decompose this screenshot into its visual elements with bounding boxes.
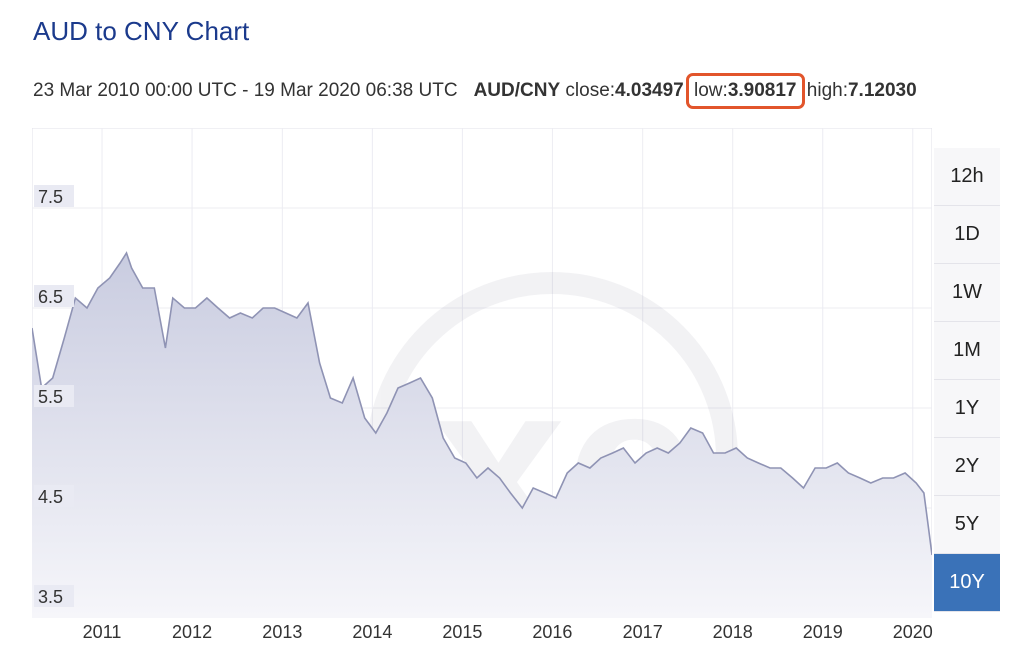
x-tick-label: 2019 (802, 622, 843, 642)
range-button-2y[interactable]: 2Y (934, 438, 1000, 496)
date-range: 23 Mar 2010 00:00 UTC - 19 Mar 2020 06:3… (33, 80, 458, 101)
x-tick-label: 2014 (352, 622, 393, 642)
rate-summary: 23 Mar 2010 00:00 UTC - 19 Mar 2020 06:3… (33, 73, 917, 109)
range-button-5y[interactable]: 5Y (934, 496, 1000, 554)
high-label: high: (806, 80, 848, 101)
y-tick-label: 6.5 (38, 287, 63, 307)
y-axis-ticks: 3.5 4.5 5.5 6.5 7.5 (34, 185, 74, 607)
range-button-1m[interactable]: 1M (934, 322, 1000, 380)
range-button-1w[interactable]: 1W (934, 264, 1000, 322)
close-label: close: (565, 80, 616, 101)
y-tick-label: 3.5 (38, 587, 63, 607)
low-label: low: (694, 80, 728, 101)
y-tick-background (34, 185, 74, 207)
x-tick-label: 2012 (172, 622, 213, 642)
low-highlight-box: low:3.90817 (686, 73, 805, 109)
currency-pair: AUD/CNY (473, 80, 561, 101)
x-tick-label: 2018 (712, 622, 753, 642)
y-tick-background (34, 285, 74, 307)
x-tick-label: 2015 (442, 622, 483, 642)
y-tick-background (34, 485, 74, 507)
close-value: 4.03497 (615, 80, 684, 101)
range-button-1y[interactable]: 1Y (934, 380, 1000, 438)
y-tick-background (34, 385, 74, 407)
rate-chart: xe 3.54.55.56.57.5 (31, 127, 933, 644)
rate-line (31, 251, 933, 556)
x-tick-label: 2013 (262, 622, 303, 642)
y-tick-label: 7.5 (38, 187, 63, 207)
y-tick-label: 4.5 (38, 487, 63, 507)
range-selector: 12h 1D 1W 1M 1Y 2Y 5Y 10Y (934, 148, 1000, 612)
range-button-12h[interactable]: 12h (934, 148, 1000, 206)
x-tick-label: 2020 (892, 622, 933, 642)
range-button-10y[interactable]: 10Y (934, 554, 1000, 612)
low-value: 3.90817 (727, 80, 797, 101)
page-title: AUD to CNY Chart (33, 16, 250, 46)
x-tick-label: 2017 (622, 622, 663, 642)
x-tick-label: 2016 (532, 622, 573, 642)
high-value: 7.12030 (847, 80, 917, 101)
y-tick-background (34, 585, 74, 607)
range-button-1d[interactable]: 1D (934, 206, 1000, 264)
chart-area: xe 3.5 4.5 5.5 6.5 7.5 (31, 127, 933, 644)
x-tick-label: 2011 (82, 622, 122, 642)
rate-area (32, 253, 932, 618)
y-tick-label: 5.5 (38, 387, 63, 407)
